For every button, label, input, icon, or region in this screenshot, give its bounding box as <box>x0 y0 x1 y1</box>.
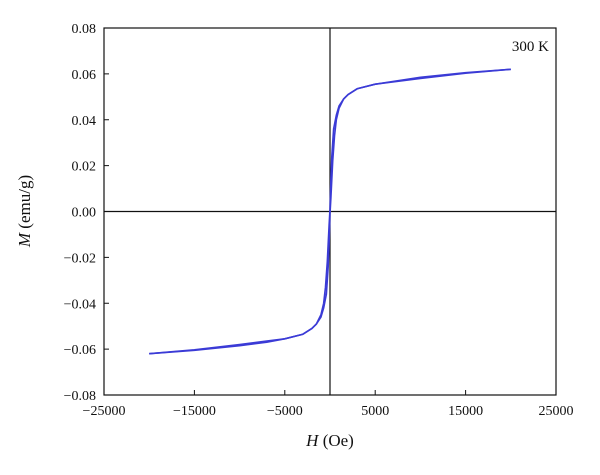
hysteresis-descending-branch <box>149 68 511 355</box>
y-tick-label: −0.08 <box>64 389 96 404</box>
y-axis-title: M (emu/g) <box>15 175 34 248</box>
y-tick-label: −0.02 <box>64 251 96 266</box>
y-tick-label: −0.06 <box>64 343 96 358</box>
x-axis-unit: (Oe) <box>323 431 354 450</box>
temperature-annotation: 300 K <box>512 39 549 55</box>
x-tick-label: −15000 <box>173 404 216 419</box>
x-tick-label: −5000 <box>267 404 303 419</box>
y-tick-label: 0.08 <box>72 22 97 37</box>
y-tick-label: 0.00 <box>72 206 97 221</box>
y-axis-unit: (emu/g) <box>15 175 34 229</box>
axis-ticks: −25000 −15000 −5000 5000 15000 25000 −0.08 −0.0… <box>64 22 574 419</box>
x-tick-label: 5000 <box>361 404 389 419</box>
x-tick-label: −25000 <box>83 404 126 419</box>
x-tick-label: 25000 <box>539 404 574 419</box>
x-axis-variable: H <box>305 431 320 450</box>
series-group <box>149 68 511 355</box>
y-tick-label: 0.06 <box>72 68 97 83</box>
y-tick-label: −0.04 <box>64 297 96 312</box>
y-axis-variable: M <box>15 232 34 248</box>
y-tick-label: 0.02 <box>72 160 97 175</box>
x-axis-title: H (Oe) <box>305 431 354 450</box>
y-tick-label: 0.04 <box>72 114 97 129</box>
x-tick-label: 15000 <box>448 404 483 419</box>
